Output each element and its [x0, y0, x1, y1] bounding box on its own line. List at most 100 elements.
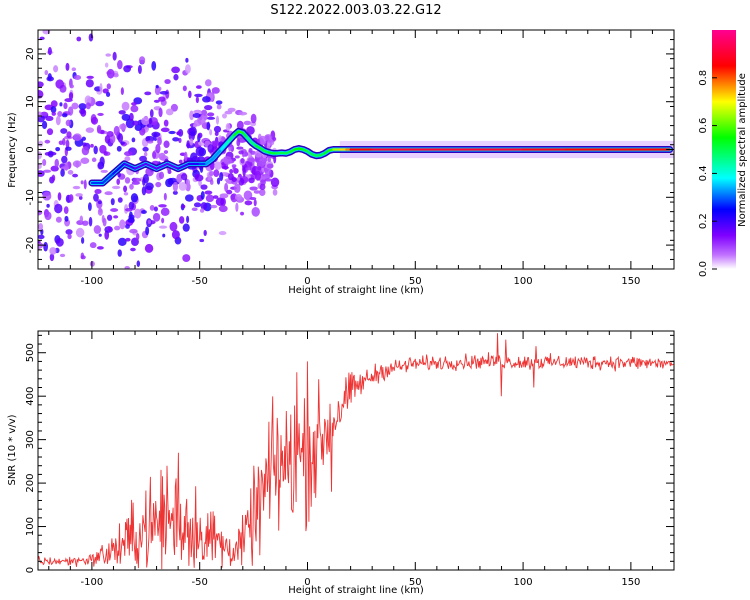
spectrogram-noise-blob	[207, 144, 215, 153]
colorbar-tick-label: 0.2	[698, 213, 709, 229]
spectrogram-noise-blob	[37, 284, 44, 293]
spectrogram-ylabel: Frequency (Hz)	[7, 112, 18, 188]
spectrogram-noise-blob	[110, 208, 119, 212]
spectrogram-noise-blob	[257, 166, 262, 171]
spectrogram-noise-blob	[138, 56, 146, 65]
snr-xtick-label: -100	[81, 577, 104, 588]
spectrogram-noise-blob	[176, 131, 181, 136]
spectrogram-noise-blob	[172, 181, 178, 192]
snr-background	[38, 331, 674, 570]
spectrogram-noise-blob	[152, 151, 157, 159]
spectrogram-noise-blob	[132, 120, 140, 126]
spectrogram-noise-blob	[78, 103, 87, 110]
spectrogram-noise-blob	[123, 271, 128, 275]
spectrogram-noise-blob	[63, 295, 70, 298]
spectrogram-noise-blob	[114, 225, 121, 231]
spectrogram-noise-blob	[238, 150, 244, 155]
spectrogram-noise-blob	[42, 25, 48, 29]
spectrogram-noise-blob	[60, 168, 65, 177]
spectrogram-ytick-label: 10	[25, 95, 36, 108]
spectrogram-noise-blob	[172, 190, 178, 195]
spectrogram-noise-blob	[212, 195, 219, 199]
spectrogram-noise-blob	[240, 158, 245, 164]
spectrogram-noise-blob	[130, 105, 139, 113]
spectrogram-noise-blob	[124, 266, 130, 269]
spectrogram-ridge-segment	[177, 162, 191, 170]
spectrogram-noise-blob	[38, 89, 44, 99]
spectrogram-noise-blob	[135, 233, 140, 241]
spectrogram-noise-blob	[121, 113, 131, 121]
spectrogram-noise-blob	[226, 189, 233, 195]
spectrogram-noise-blob	[247, 157, 256, 163]
spectrogram-noise-blob	[89, 242, 97, 249]
spectrogram-noise-blob	[113, 215, 119, 219]
spectrogram-noise-blob	[121, 101, 130, 111]
spectrogram-noise-blob	[229, 169, 234, 174]
spectrogram-noise-blob	[204, 190, 213, 195]
spectrogram-noise-blob	[81, 220, 89, 226]
spectrogram-noise-blob	[38, 299, 46, 308]
spectrogram-noise-blob	[163, 150, 169, 154]
spectrogram-noise-blob	[186, 215, 190, 224]
colorbar-tick-label: 0.0	[698, 261, 709, 277]
spectrogram-noise-blob	[162, 233, 166, 238]
spectrogram-xlabel: Height of straight line (km)	[288, 285, 424, 296]
spectrogram-noise-blob	[46, 203, 50, 208]
spectrogram-noise-blob	[83, 179, 87, 190]
spectrogram-noise-blob	[65, 229, 73, 235]
spectrogram-noise-blob	[145, 135, 155, 143]
spectrogram-ytick-label: 20	[25, 48, 36, 61]
spectrogram-noise-blob	[72, 173, 79, 178]
spectrogram-ridge-segment	[205, 157, 214, 165]
spectrogram-ridge-segment	[123, 162, 137, 170]
spectrogram-noise-blob	[158, 225, 168, 229]
spectrogram-ridge-segment	[101, 172, 115, 185]
spectrogram-noise-blob	[253, 199, 257, 207]
spectrogram-noise-blob	[219, 171, 224, 182]
spectrogram-noise-blob	[164, 275, 172, 280]
snr-series-line	[38, 333, 674, 570]
spectrogram-noise-blob	[65, 146, 72, 151]
spectrogram-noise-blob	[63, 206, 69, 214]
spectrogram-noise-blob	[41, 120, 48, 130]
spectrogram-noise-blob	[130, 193, 139, 203]
spectrogram-noise-blob	[221, 166, 229, 170]
spectrogram-noise-blob	[93, 145, 98, 155]
spectrogram-noise-blob	[249, 196, 257, 201]
spectrogram-noise-blob	[153, 206, 158, 212]
spectrogram-noise-blob	[65, 62, 70, 71]
spectrogram-noise-blob	[218, 205, 228, 213]
spectrogram-noise-blob	[124, 156, 131, 162]
spectrogram-noise-blob	[134, 208, 142, 219]
spectrogram-noise-blob	[272, 189, 278, 196]
spectrogram-noise-blob	[44, 211, 52, 221]
spectrogram-noise-blob	[49, 247, 57, 255]
spectrogram-noise-blob	[169, 221, 178, 232]
spectrogram-noise-blob	[81, 146, 90, 156]
spectrogram-noise-blob	[99, 82, 103, 93]
spectrogram-noise-blob	[152, 212, 161, 222]
spectrogram-noise-blob	[67, 233, 72, 240]
spectrogram-noise-blob	[57, 111, 63, 117]
spectrogram-noise-blob	[242, 166, 246, 177]
spectrogram-noise-blob	[213, 125, 222, 133]
spectrogram-noise-blob	[206, 112, 215, 117]
spectrogram-noise-blob	[209, 129, 213, 136]
spectrogram-noise-blob	[125, 237, 131, 242]
colorbar-tick-label: 0.8	[698, 70, 709, 86]
spectrogram-noise-blob	[153, 99, 160, 103]
snr-ytick-label: 400	[25, 387, 36, 406]
spectrogram-noise-blob	[234, 155, 240, 159]
spectrogram-noise-blob	[55, 238, 64, 247]
spectrogram-noise-blob	[54, 158, 59, 168]
spectrogram-noise-blob	[149, 109, 154, 118]
spectrogram-noise-blob	[38, 222, 44, 231]
spectrogram-noise-blob	[200, 202, 208, 210]
spectrogram-noise-blob	[209, 170, 214, 176]
spectrogram-noise-blob	[117, 60, 123, 70]
spectrogram-noise-blob	[131, 102, 137, 106]
snr-ytick-label: 0	[25, 567, 36, 573]
spectrogram-noise-blob	[43, 169, 52, 173]
spectrogram-noise-blob	[218, 231, 227, 236]
spectrogram-noise-blob	[190, 131, 196, 136]
